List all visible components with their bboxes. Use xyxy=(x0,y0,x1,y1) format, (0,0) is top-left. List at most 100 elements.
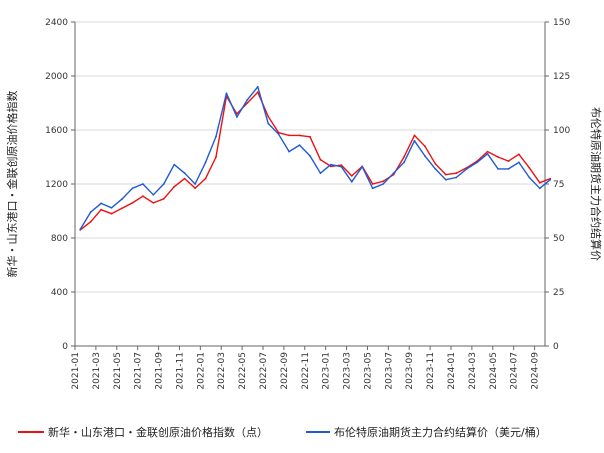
data-point xyxy=(528,166,531,169)
data-point xyxy=(444,178,447,181)
series-0 xyxy=(79,91,552,231)
series-1 xyxy=(79,85,552,231)
data-point xyxy=(444,173,447,176)
left-tick-label: 400 xyxy=(51,288,68,298)
data-point xyxy=(225,92,228,95)
data-point xyxy=(131,187,134,190)
data-point xyxy=(204,161,207,164)
data-point xyxy=(173,185,176,188)
data-point xyxy=(131,202,134,204)
x-tick-label: 2023-05 xyxy=(363,352,373,390)
data-point xyxy=(350,175,353,177)
data-point xyxy=(538,187,541,190)
data-point xyxy=(517,161,520,164)
data-point xyxy=(507,160,510,163)
data-point xyxy=(486,152,489,155)
data-point xyxy=(173,163,176,166)
right-tick-label: 50 xyxy=(553,234,565,244)
data-point xyxy=(110,212,113,215)
data-point xyxy=(152,193,155,196)
x-tick-label: 2021-09 xyxy=(155,352,165,390)
data-point xyxy=(517,153,520,156)
x-tick-label: 2021-07 xyxy=(134,352,144,390)
data-point xyxy=(246,102,249,104)
data-point xyxy=(392,172,395,175)
data-point xyxy=(256,91,259,94)
data-point xyxy=(413,139,416,142)
data-point xyxy=(298,134,301,137)
data-point xyxy=(288,134,291,137)
data-point xyxy=(434,162,437,165)
data-point xyxy=(246,98,249,101)
data-point xyxy=(309,155,311,157)
grid xyxy=(75,21,545,293)
x-axis-ticks: 2021-01 2021-03 2021-05 2021-07 2021-09 2021-… xyxy=(71,346,541,390)
left-tick-label: 2400 xyxy=(45,18,68,28)
data-point xyxy=(371,187,374,190)
x-tick-label: 2023-09 xyxy=(405,352,415,390)
x-tick-label: 2024-01 xyxy=(447,352,457,390)
data-point xyxy=(162,183,165,185)
x-tick-label: 2024-07 xyxy=(510,352,520,390)
data-point xyxy=(215,135,217,138)
data-point xyxy=(183,172,186,175)
right-tick-label: 100 xyxy=(553,126,570,136)
data-point xyxy=(215,156,217,158)
data-point xyxy=(89,220,92,223)
data-point xyxy=(194,187,197,190)
data-point xyxy=(403,156,405,158)
data-point xyxy=(476,161,479,164)
right-tick-label: 125 xyxy=(553,72,570,82)
data-point xyxy=(413,134,416,137)
left-tick-label: 2000 xyxy=(45,72,68,82)
left-tick-label: 0 xyxy=(62,342,68,352)
x-tick-label: 2022-09 xyxy=(280,352,290,390)
data-point xyxy=(403,161,405,164)
series-line xyxy=(79,86,551,230)
data-point xyxy=(235,116,238,118)
data-point xyxy=(256,85,259,88)
x-tick-label: 2022-01 xyxy=(196,352,206,390)
x-tick-label: 2024-03 xyxy=(468,352,478,390)
data-point xyxy=(329,165,332,168)
data-point xyxy=(183,177,186,180)
x-tick-label: 2021-03 xyxy=(92,352,102,390)
data-point xyxy=(340,164,343,167)
data-point xyxy=(497,156,499,158)
data-point xyxy=(455,172,458,175)
right-axis-ticks: 0 25 50 75 100 125 150 xyxy=(545,18,570,352)
x-tick-label: 2021-05 xyxy=(113,352,123,390)
data-point xyxy=(162,197,165,200)
data-point xyxy=(79,228,82,231)
left-axis-ticks: 0 400 800 1200 1600 2000 2400 xyxy=(45,18,75,352)
legend-label-brent: 布伦特原油期货主力合约结算价（美元/桶） xyxy=(334,425,547,439)
data-point xyxy=(423,155,426,157)
data-point xyxy=(204,177,207,180)
data-point xyxy=(538,181,541,184)
data-point xyxy=(121,207,123,210)
data-point xyxy=(434,168,437,170)
data-point xyxy=(319,158,322,161)
x-tick-label: 2022-07 xyxy=(259,352,269,390)
legend-label-index: 新华・山东港口・金联创原油价格指数（点） xyxy=(48,425,268,439)
data-point xyxy=(340,165,343,168)
data-point xyxy=(507,168,510,170)
data-point xyxy=(267,122,270,125)
data-point xyxy=(528,176,531,179)
data-point xyxy=(100,202,103,205)
right-axis-title: 布伦特原油期货主力合约结算价 xyxy=(589,107,603,261)
left-tick-label: 1600 xyxy=(45,126,68,136)
data-point xyxy=(497,168,499,170)
x-tick-label: 2021-11 xyxy=(175,352,185,390)
data-point xyxy=(288,150,291,153)
data-point xyxy=(141,183,144,185)
data-point xyxy=(329,163,332,166)
data-point xyxy=(319,172,322,175)
x-tick-label: 2023-07 xyxy=(384,352,394,390)
series-line xyxy=(79,91,551,231)
right-tick-label: 0 xyxy=(553,342,559,352)
data-point xyxy=(382,180,385,183)
data-point xyxy=(382,183,385,185)
